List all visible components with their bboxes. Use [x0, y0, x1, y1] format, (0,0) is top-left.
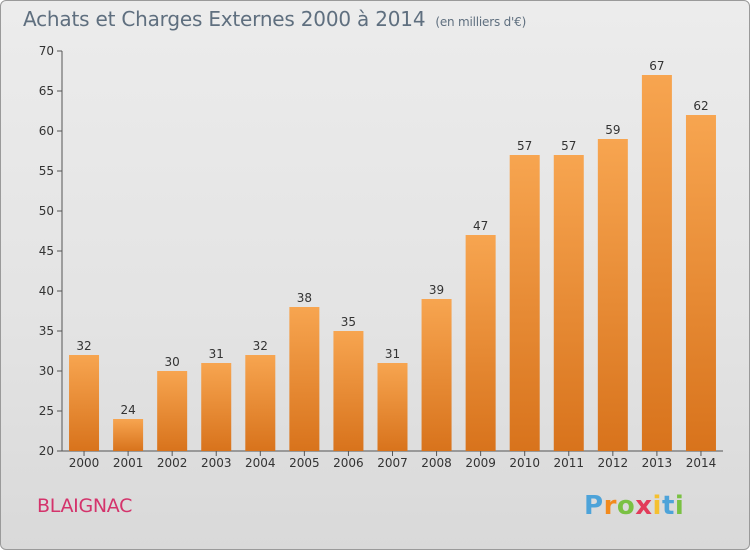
y-tick-label: 40 — [39, 284, 54, 298]
x-tick-label: 2009 — [465, 456, 496, 470]
city-name: BLAIGNAC — [37, 495, 133, 517]
x-tick-label: 2012 — [598, 456, 629, 470]
bar-value-label: 32 — [76, 339, 91, 353]
bar — [333, 331, 364, 451]
bar — [597, 139, 628, 451]
bar-value-label: 57 — [561, 139, 576, 153]
y-tick-label: 45 — [39, 244, 54, 258]
bar — [157, 371, 188, 451]
bar-value-label: 59 — [605, 123, 620, 137]
bar — [685, 115, 716, 451]
x-tick-label: 2013 — [642, 456, 673, 470]
x-tick-label: 2011 — [553, 456, 584, 470]
bar-value-label: 67 — [649, 59, 664, 73]
x-tick-label: 2003 — [201, 456, 232, 470]
x-tick-label: 2004 — [245, 456, 276, 470]
bar — [289, 307, 320, 451]
bar — [113, 419, 144, 451]
y-tick-label: 60 — [39, 124, 54, 138]
y-tick-label: 35 — [39, 324, 54, 338]
x-tick-label: 2007 — [377, 456, 408, 470]
x-tick-label: 2000 — [69, 456, 100, 470]
bar — [201, 363, 232, 451]
chart-title-text: Achats et Charges Externes 2000 à 2014 — [23, 7, 426, 31]
chart-title: Achats et Charges Externes 2000 à 2014 (e… — [23, 7, 526, 31]
bar — [245, 355, 276, 451]
y-tick-label: 20 — [39, 444, 54, 458]
bar — [421, 299, 452, 451]
x-tick-label: 2002 — [157, 456, 188, 470]
y-tick-label: 70 — [39, 44, 54, 58]
bar-value-label: 24 — [120, 403, 135, 417]
x-tick-label: 2005 — [289, 456, 320, 470]
y-tick-label: 65 — [39, 84, 54, 98]
y-tick-label: 50 — [39, 204, 54, 218]
bar — [377, 363, 408, 451]
x-tick-label: 2008 — [421, 456, 452, 470]
x-tick-label: 2014 — [686, 456, 717, 470]
y-tick-label: 55 — [39, 164, 54, 178]
bar-value-label: 35 — [341, 315, 356, 329]
y-tick-label: 30 — [39, 364, 54, 378]
bar — [641, 75, 672, 451]
bar-value-label: 30 — [165, 355, 180, 369]
bar-value-label: 39 — [429, 283, 444, 297]
x-tick-label: 2006 — [333, 456, 364, 470]
bar-value-label: 38 — [297, 291, 312, 305]
bar-value-label: 31 — [385, 347, 400, 361]
bar — [509, 155, 540, 451]
bar-value-label: 57 — [517, 139, 532, 153]
proxiti-logo: Proxiti — [584, 491, 685, 521]
bar — [553, 155, 584, 451]
y-tick-label: 25 — [39, 404, 54, 418]
x-tick-label: 2001 — [113, 456, 144, 470]
bar-value-label: 31 — [209, 347, 224, 361]
bar-value-label: 32 — [253, 339, 268, 353]
bar — [69, 355, 100, 451]
bar-value-label: 47 — [473, 219, 488, 233]
bar — [465, 235, 496, 451]
bar-value-label: 62 — [693, 99, 708, 113]
chart-subtitle: (en milliers d'€) — [435, 15, 527, 29]
x-tick-label: 2010 — [509, 456, 540, 470]
